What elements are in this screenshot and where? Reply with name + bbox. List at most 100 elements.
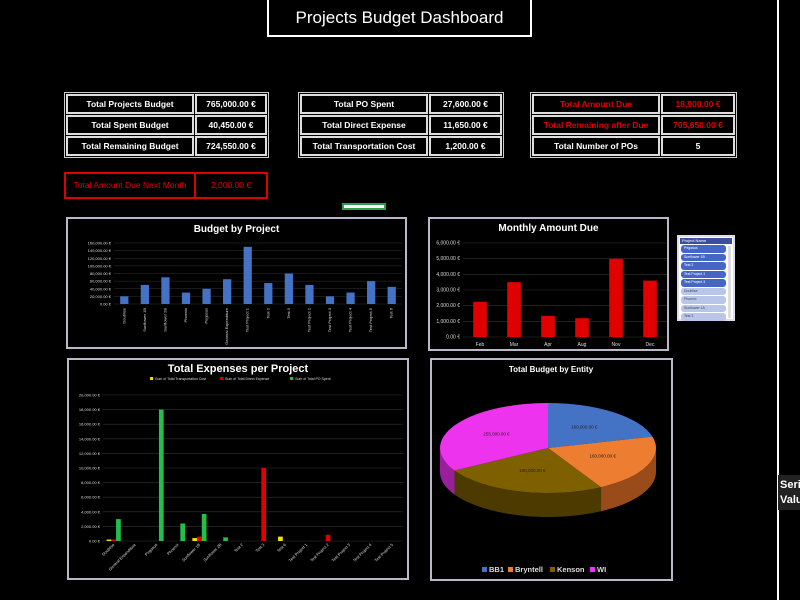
next-month-due-value: 2,000.00 € xyxy=(210,180,252,190)
kpi-value: 18,900.00 € xyxy=(661,94,735,114)
x-tick-label: Test Project 2 xyxy=(306,307,311,332)
slicer-item[interactable]: Phoenix xyxy=(681,296,726,304)
legend-label: Sum of Total PO Spent xyxy=(295,377,331,381)
bar xyxy=(261,468,267,541)
kpi-value: 5 xyxy=(661,136,735,156)
x-tick-label: Doublise xyxy=(101,542,116,557)
kpi-value: 705,650.00 € xyxy=(661,115,735,135)
bar xyxy=(325,296,335,304)
x-tick-label: Nov xyxy=(612,342,621,348)
x-tick-label: Test 2 xyxy=(265,307,270,318)
kpi-value: 27,600.00 € xyxy=(429,94,502,114)
tooltip-series: Series xyxy=(780,479,800,491)
slicer-scrollbar[interactable] xyxy=(728,246,731,318)
x-tick-label: Pegasus xyxy=(144,542,159,557)
monthly-amount-due-chart[interactable]: Monthly Amount Due 0.00 € 1,000.00 € 2,000.… xyxy=(428,217,669,351)
bar xyxy=(192,538,198,541)
chart-tooltip: Series Value xyxy=(778,475,800,510)
x-tick-label: Test 6 xyxy=(389,307,394,318)
bar xyxy=(284,273,293,304)
bar xyxy=(609,258,623,337)
y-tick-label: 14,000.00 € xyxy=(79,436,101,441)
legend-swatch xyxy=(220,377,224,380)
project-name-slicer[interactable]: Project Name Pegasus Sunflower 1B Test 2 Te… xyxy=(677,235,735,321)
slicer-item[interactable]: Test Project 3 xyxy=(681,279,726,287)
pie-side xyxy=(601,448,656,512)
budget-by-project-chart[interactable]: Budget by Project 0.00 € 20,000.00 € 40,000… xyxy=(66,217,407,349)
bar xyxy=(197,536,202,541)
chart-title: Total Expenses per Project xyxy=(168,363,309,375)
pie-data-label: 190,000.00 € xyxy=(519,468,546,473)
x-tick-label: Test Project 5 xyxy=(368,307,373,332)
legend-label: WI xyxy=(597,565,606,574)
slicer-item[interactable]: Test Project 1 xyxy=(681,270,726,278)
kpi-row: Total Projects Budget 765,000.00 € xyxy=(66,94,267,114)
x-tick-label: Sunflower 2B xyxy=(162,308,167,332)
x-tick-label: Doublise xyxy=(121,307,126,323)
y-tick-label: 40,000.00 € xyxy=(90,286,112,291)
legend-label: Kenson xyxy=(557,565,585,574)
x-tick-label: Test Project 3 xyxy=(327,307,332,332)
x-tick-label: Feb xyxy=(476,342,485,348)
y-tick-label: 5,000.00 € xyxy=(436,256,460,262)
window-divider xyxy=(777,0,779,600)
kpi-row: Total PO Spent 27,600.00 € xyxy=(300,94,502,114)
x-tick-label: Test Project 2 xyxy=(309,542,330,563)
slicer-item[interactable]: Doublise xyxy=(681,287,726,295)
selected-cell[interactable] xyxy=(342,203,386,210)
total-expenses-chart[interactable]: Total Expenses per Project 0.00 € 2,000.00… xyxy=(67,358,409,580)
kpi-row: Total Amount Due 18,900.00 € xyxy=(532,94,735,114)
pie-side xyxy=(454,470,602,517)
kpi-value: 724,550.00 € xyxy=(195,136,267,156)
pie-slice xyxy=(548,436,656,488)
y-tick-label: 4,000.00 € xyxy=(81,509,101,514)
bar xyxy=(507,282,521,337)
x-tick-label: Mar xyxy=(510,342,519,348)
kpi-row: Total Number of POs 5 xyxy=(532,136,735,156)
y-tick-label: 160,000.00 € xyxy=(88,241,112,246)
bar xyxy=(346,292,355,304)
bar xyxy=(111,539,117,541)
pie-side xyxy=(440,448,455,495)
legend-swatch xyxy=(482,567,487,572)
y-tick-label: 0.00 € xyxy=(89,539,101,544)
kpi-row: Total Spent Budget 40,450.00 € xyxy=(66,115,267,135)
legend-label: Sum of Total Transportation Cost xyxy=(155,377,206,381)
x-tick-label: Apr xyxy=(544,342,552,348)
chart-title: Budget by Project xyxy=(194,224,280,235)
kpi-row: Total Remaining Budget 724,550.00 € xyxy=(66,136,267,156)
kpi-label: Total Transportation Cost xyxy=(300,136,428,156)
x-tick-label: Test 2 xyxy=(233,542,245,554)
y-tick-label: 8,000.00 € xyxy=(81,480,101,485)
slicer-item[interactable]: Sunflower 1B xyxy=(681,253,726,261)
tooltip-value: Value xyxy=(780,494,800,506)
slicer-item[interactable]: Test 3 xyxy=(681,313,726,321)
bar xyxy=(643,280,657,337)
legend-swatch xyxy=(590,567,595,572)
kpi-table-budget: Total Projects Budget 765,000.00 € Total S… xyxy=(64,92,269,158)
x-tick-label: Sunflower 1B xyxy=(142,308,147,332)
budget-by-entity-chart[interactable]: Total Budget by Entity 160,000.00 € 160,00… xyxy=(430,358,673,581)
slicer-item[interactable]: Sunflower 1A xyxy=(681,304,726,312)
kpi-value: 40,450.00 € xyxy=(195,115,267,135)
pie-slice xyxy=(440,403,548,471)
y-tick-label: 3,000.00 € xyxy=(436,288,460,294)
bar xyxy=(223,537,228,541)
y-tick-label: 12,000.00 € xyxy=(79,451,101,456)
slicer-item[interactable]: Test 2 xyxy=(681,262,726,270)
next-month-due-box: Total Amount Due Next Month 2,000.00 € xyxy=(64,172,268,199)
legend-swatch xyxy=(150,377,154,380)
y-tick-label: 1,000.00 € xyxy=(436,319,460,325)
y-tick-label: 140,000.00 € xyxy=(88,248,112,253)
x-tick-label: Dec xyxy=(646,342,655,348)
bar xyxy=(367,281,376,304)
legend-swatch xyxy=(290,377,294,380)
kpi-row: Total Transportation Cost 1,200.00 € xyxy=(300,136,502,156)
bar xyxy=(158,409,164,541)
bar xyxy=(243,246,252,304)
y-tick-label: 20,000.00 € xyxy=(79,393,101,398)
bar xyxy=(116,519,121,541)
kpi-value: 765,000.00 € xyxy=(195,94,267,114)
slicer-item[interactable]: Pegasus xyxy=(681,245,726,253)
y-tick-label: 0.00 € xyxy=(446,335,460,341)
